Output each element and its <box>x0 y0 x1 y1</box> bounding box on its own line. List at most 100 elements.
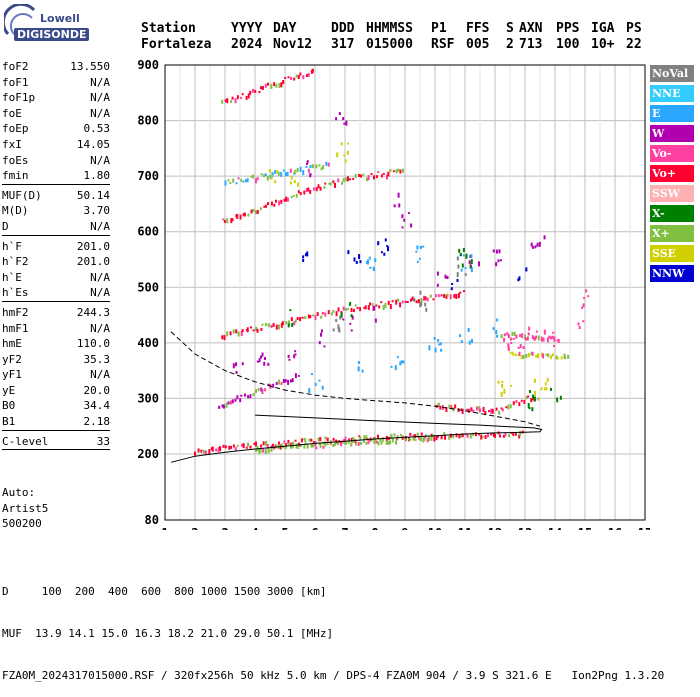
scatter-echo-mark <box>268 169 271 174</box>
param-value: 110.0 <box>76 337 110 351</box>
scatter-echo-mark <box>345 120 348 126</box>
echo-mark <box>349 178 352 181</box>
scatter-echo-mark <box>349 322 352 325</box>
echo-mark <box>289 444 292 449</box>
echo-mark <box>319 442 322 448</box>
echo-mark <box>563 353 566 358</box>
echo-mark <box>299 166 302 172</box>
scatter-echo-mark <box>350 329 353 332</box>
scaled-parameters-panel: foF2 13.550 foF1 N/A foF1p N/A foE N/A foEp 0.53 f… <box>2 58 110 452</box>
echo-mark <box>323 185 326 189</box>
echo-mark <box>355 442 358 446</box>
echo-mark <box>277 441 280 445</box>
scatter-echo-mark <box>495 249 498 254</box>
scatter-echo-mark <box>320 332 323 337</box>
scatter-echo-mark <box>464 267 467 270</box>
echo-mark <box>397 168 400 172</box>
scatter-echo-mark <box>462 247 465 252</box>
scatter-echo-mark <box>398 203 401 208</box>
echo-mark <box>417 299 420 304</box>
echo-mark <box>526 336 529 341</box>
param-name: fmin <box>2 169 29 183</box>
echo-mark <box>491 408 494 414</box>
scatter-echo-mark <box>436 271 439 276</box>
echo-mark <box>341 181 343 185</box>
echo-mark <box>495 407 498 411</box>
echo-mark <box>272 322 275 327</box>
header-value-6: 005 <box>466 37 490 52</box>
scatter-echo-mark <box>353 257 356 262</box>
echo-mark <box>274 199 277 203</box>
echo-mark <box>227 179 230 182</box>
scatter-echo-mark <box>401 214 404 219</box>
scatter-echo-mark <box>235 370 238 374</box>
echo-mark <box>344 307 347 311</box>
echo-mark <box>225 402 228 408</box>
echo-mark <box>358 173 361 177</box>
echo-mark <box>470 407 473 412</box>
scatter-echo-mark <box>403 218 406 222</box>
echo-mark <box>280 381 283 385</box>
param-value: 201.0 <box>76 255 110 269</box>
scatter-echo-mark <box>456 256 459 261</box>
echo-mark <box>284 446 287 450</box>
echo-mark <box>484 435 487 440</box>
echo-mark <box>550 355 553 360</box>
echo-mark <box>527 395 530 398</box>
echo-mark <box>371 302 374 306</box>
echo-mark <box>465 408 468 412</box>
scatter-echo-mark <box>495 330 498 335</box>
echo-mark <box>197 448 200 453</box>
param-value: N/A <box>90 286 110 300</box>
echo-mark <box>512 401 515 406</box>
echo-mark <box>270 446 273 452</box>
echo-mark <box>249 445 252 449</box>
echo-mark <box>518 402 521 407</box>
header-label-5: P1 <box>431 21 447 36</box>
echo-mark <box>514 353 517 357</box>
echo-mark <box>264 83 267 88</box>
scatter-echo-mark <box>533 397 536 402</box>
echo-mark <box>322 165 325 170</box>
echo-mark <box>230 100 233 104</box>
scatter-echo-mark <box>306 163 309 166</box>
echo-mark <box>385 440 388 445</box>
scatter-echo-mark <box>267 362 270 366</box>
echo-mark <box>297 75 300 80</box>
echo-mark <box>506 332 509 336</box>
scatter-echo-mark <box>346 150 349 155</box>
echo-mark <box>272 383 275 388</box>
scatter-echo-mark <box>294 350 297 353</box>
echo-mark <box>257 388 260 392</box>
echo-mark <box>461 433 464 438</box>
echo-mark <box>535 354 538 358</box>
echo-mark <box>314 315 317 321</box>
echo-mark <box>274 170 277 175</box>
echo-mark <box>232 329 235 334</box>
echo-mark <box>242 213 245 217</box>
scatter-echo-mark <box>470 267 473 273</box>
echo-mark <box>426 297 429 302</box>
echo-mark <box>492 433 495 438</box>
param-value: 1.80 <box>83 169 111 183</box>
echo-mark <box>399 169 402 174</box>
scatter-echo-mark <box>533 378 536 383</box>
echo-mark <box>455 293 458 299</box>
echo-mark <box>513 331 516 336</box>
echo-mark <box>287 379 290 385</box>
param-name: h`Es <box>2 286 29 300</box>
echo-mark <box>252 208 255 212</box>
echo-mark <box>509 404 512 409</box>
param-row: foF2 13.550 <box>2 58 110 74</box>
param-name: D <box>2 219 9 233</box>
echo-mark <box>221 335 224 340</box>
scatter-echo-mark <box>507 343 510 348</box>
echo-mark <box>437 294 440 298</box>
echo-mark <box>236 213 239 219</box>
echo-mark <box>324 182 327 185</box>
echo-mark <box>409 432 412 436</box>
echo-mark <box>392 170 395 173</box>
echo-mark <box>229 400 232 405</box>
echo-mark <box>511 331 514 336</box>
scatter-echo-mark <box>457 264 460 269</box>
